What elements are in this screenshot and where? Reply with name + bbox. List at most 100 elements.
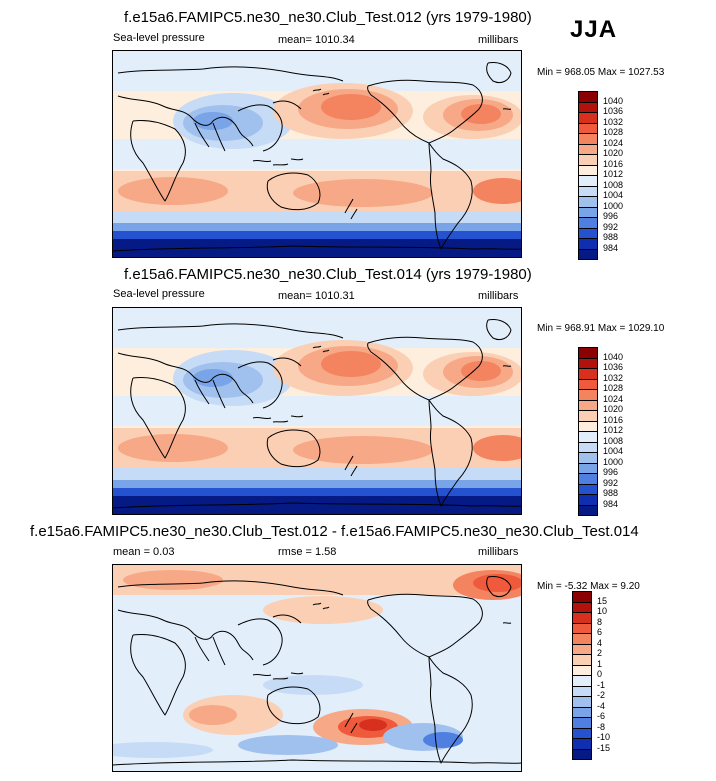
panel1-map xyxy=(112,50,522,258)
coastlines xyxy=(113,319,521,509)
coastline-segment xyxy=(266,429,321,468)
field-negative xyxy=(263,675,363,695)
colorbar-tick-label: 1032 xyxy=(603,372,624,383)
coastline-segment xyxy=(194,636,226,666)
colorbar-tick-label: 1040 xyxy=(603,95,624,106)
colorbar-tick-label: 1 xyxy=(597,658,603,669)
panel1-minmax: Min = 968.05 Max = 1027.53 xyxy=(537,67,665,78)
panel1-variable-label: Sea-level pressure xyxy=(113,32,205,44)
colorbar-tick-label: 996 xyxy=(603,467,619,477)
colorbar-tick-label: 0 xyxy=(597,669,603,679)
coastline-segment xyxy=(113,245,521,252)
colorbar-tick-label: -1 xyxy=(597,679,606,690)
coastline-segment xyxy=(237,104,283,152)
colorbar-tick-label: 1024 xyxy=(603,137,624,148)
colorbar-tick-label: 992 xyxy=(603,477,619,488)
coastline-segment xyxy=(344,712,358,734)
coastline-segment xyxy=(367,593,483,658)
coastline-segment xyxy=(266,172,321,211)
field-band xyxy=(113,231,521,241)
field-band xyxy=(113,211,521,225)
colorbar-tick-label: -6 xyxy=(597,711,606,721)
field-band xyxy=(113,239,521,257)
colorbar-tick-label: 984 xyxy=(603,498,619,509)
field-band xyxy=(113,139,521,169)
field-high xyxy=(118,177,228,205)
field-negative xyxy=(113,742,213,758)
coastline-segment xyxy=(130,120,186,202)
colorbar-tick-label: -8 xyxy=(597,721,606,732)
colorbar-swatch xyxy=(578,248,598,260)
colorbar-tick-label: 1024 xyxy=(603,393,624,404)
coastline-segment xyxy=(312,345,512,367)
colorbar-tick-label: 1016 xyxy=(603,158,624,169)
panel2-title: f.e15a6.FAMIPC5.ne30_ne30.Club_Test.014 … xyxy=(124,266,532,283)
map-field xyxy=(113,308,521,514)
panel3-mean-label: mean = 0.03 xyxy=(113,546,175,558)
map-field xyxy=(113,565,521,771)
field-high xyxy=(473,435,521,461)
coastline-segment xyxy=(486,576,512,598)
coastline-segment xyxy=(272,100,302,110)
colorbar-tick-label: -4 xyxy=(597,700,606,711)
panel2-map xyxy=(112,307,522,515)
coastline-segment xyxy=(117,609,254,661)
coastline-segment xyxy=(117,352,254,404)
colorbar-tick-label: -2 xyxy=(597,690,606,700)
panel3-rmse-label: rmse = 1.58 xyxy=(278,546,337,558)
panel2-mean-label: mean= 1010.31 xyxy=(278,290,355,302)
field-positive xyxy=(123,570,223,590)
colorbar-tick-label: 1028 xyxy=(603,127,624,137)
colorbar-tick-label: 1008 xyxy=(603,435,624,446)
field-band xyxy=(113,51,521,91)
field-negative xyxy=(238,735,338,755)
colorbar-tick-label: 1000 xyxy=(603,456,624,467)
panel1-title: f.e15a6.FAMIPC5.ne30_ne30.Club_Test.012 … xyxy=(124,9,532,26)
colorbar-tick-label: 1000 xyxy=(603,200,624,211)
field-positive xyxy=(263,596,383,624)
coastline-segment xyxy=(130,377,186,459)
field-high xyxy=(293,436,433,464)
panel1-mean-label: mean= 1010.34 xyxy=(278,34,355,46)
field-positive xyxy=(473,574,521,592)
field-band xyxy=(113,496,521,514)
season-label: JJA xyxy=(570,16,618,43)
coastline-segment xyxy=(130,634,186,716)
coastline-segment xyxy=(486,319,512,341)
colorbar-tick-label: 996 xyxy=(603,211,619,221)
field-high xyxy=(118,434,228,462)
colorbar-tick-label: 988 xyxy=(603,232,619,242)
coastline-segment xyxy=(266,686,321,725)
colorbar-swatch xyxy=(572,748,592,760)
coastline-segment xyxy=(194,122,226,152)
field-band xyxy=(113,396,521,426)
colorbar-tick-label: 1028 xyxy=(603,383,624,393)
colorbar-tick-label: 1012 xyxy=(603,425,624,435)
coastline-segment xyxy=(344,198,358,220)
coastline-segment xyxy=(252,415,304,423)
colorbar-tick-label: 10 xyxy=(597,606,608,616)
coastline-segment xyxy=(113,502,521,509)
colorbar-tick-label: 1016 xyxy=(603,414,624,425)
colorbar-tick-label: 1012 xyxy=(603,169,624,179)
coastline-segment xyxy=(344,455,358,477)
coastline-segment xyxy=(117,95,254,147)
field-positive xyxy=(359,719,387,731)
field-band xyxy=(113,488,521,498)
colorbar-tick-label: 1036 xyxy=(603,362,624,372)
colorbar-swatch xyxy=(578,504,598,516)
colorbar-tick-label: 1004 xyxy=(603,190,624,200)
panel3-colorbar: 15 10 8 6 4 2 1 0 -1 -2 -4 -6 -8 -10 -15 xyxy=(572,591,632,761)
colorbar-tick-label: 1004 xyxy=(603,446,624,456)
coastline-segment xyxy=(367,79,483,144)
panel3-units-label: millibars xyxy=(478,546,519,558)
coastline-segment xyxy=(486,62,512,84)
panel1-colorbar: 1040 1036 1032 1028 1024 1020 1016 1012 1008 1004… xyxy=(578,91,638,261)
field-positive xyxy=(189,705,237,725)
coastline-segment xyxy=(237,618,283,666)
coastline-segment xyxy=(428,142,473,250)
field-high xyxy=(461,361,501,381)
panel3-title: f.e15a6.FAMIPC5.ne30_ne30.Club_Test.012 … xyxy=(30,523,639,540)
coastline-segment xyxy=(117,66,344,82)
colorbar-tick-label: 4 xyxy=(597,637,603,648)
